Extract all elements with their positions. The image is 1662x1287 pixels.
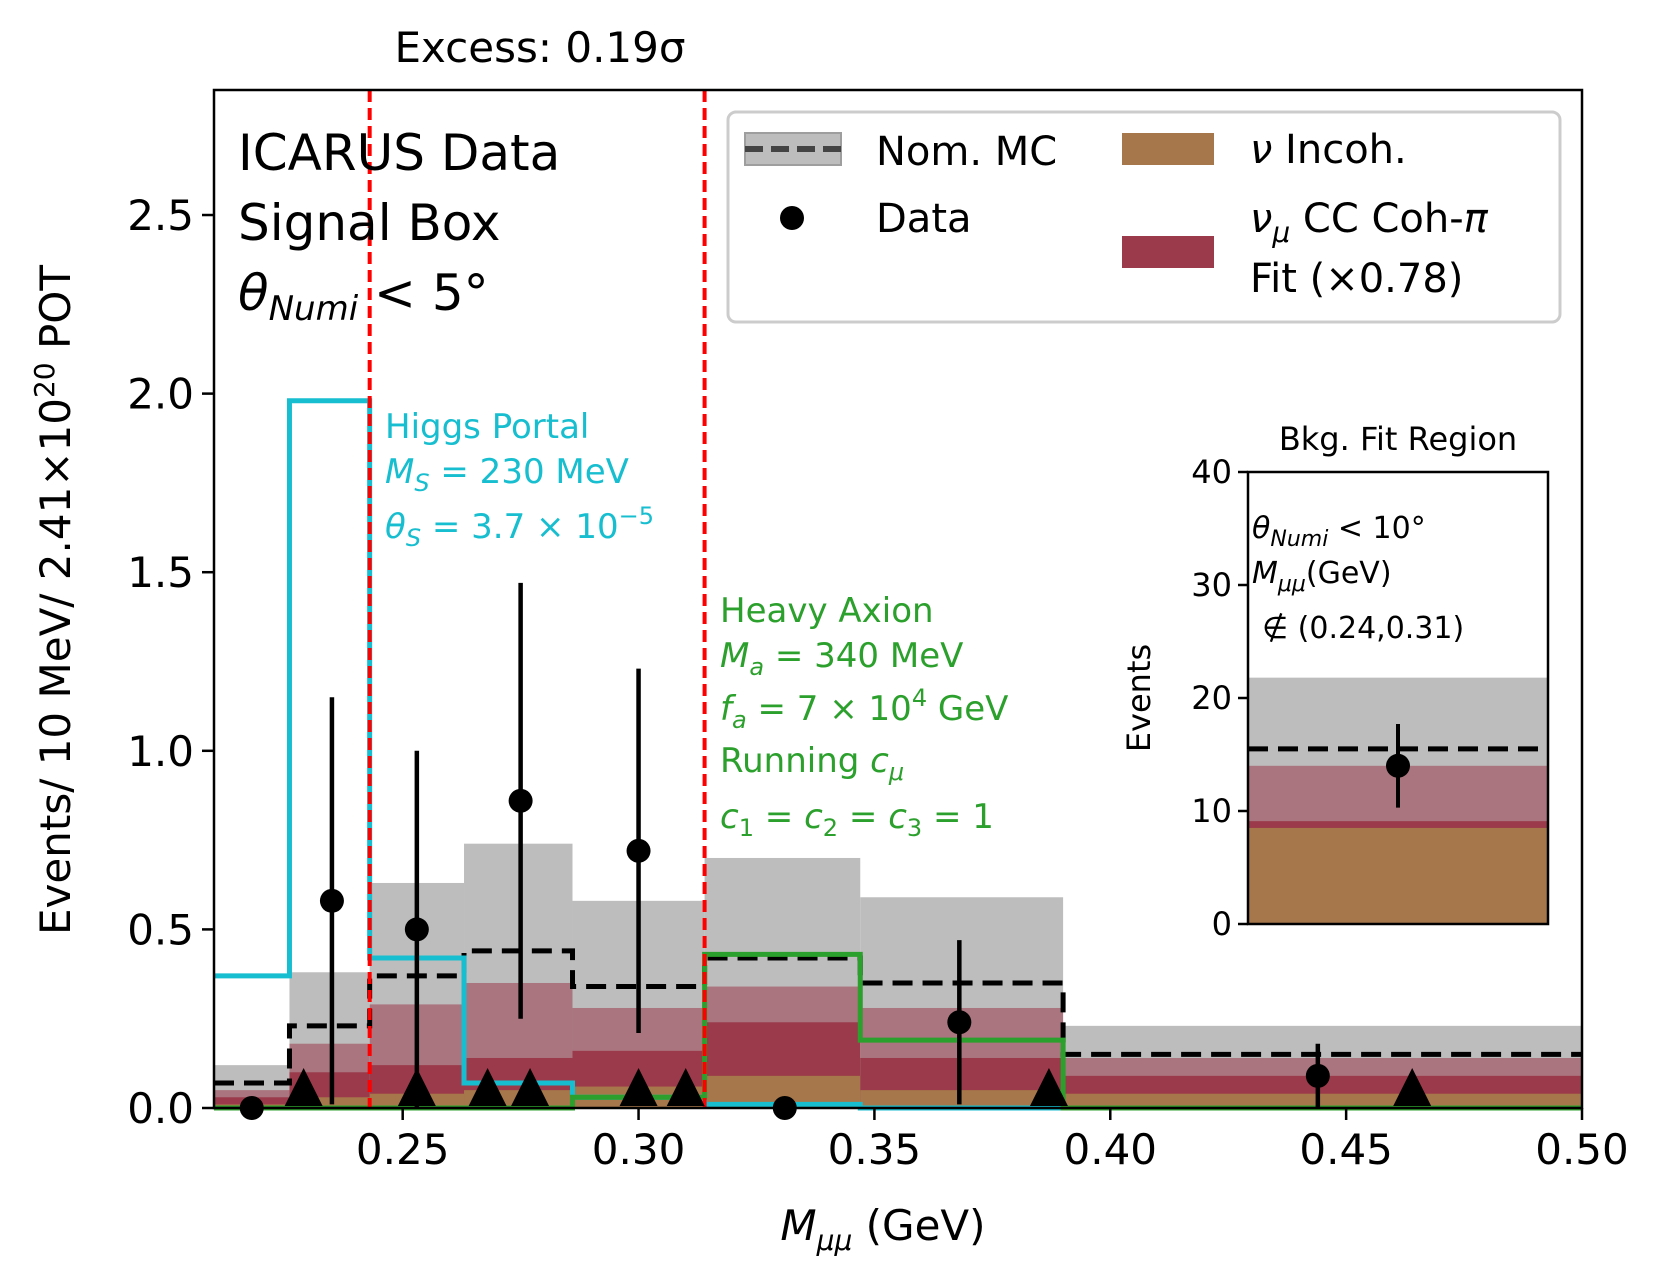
data-point bbox=[404, 917, 429, 942]
nom-mc-line bbox=[214, 948, 1582, 1086]
inset-mass: Mμμ(GeV) bbox=[1252, 556, 1392, 597]
legend-data: Data bbox=[876, 196, 972, 242]
inset-y-tick-label: 10 bbox=[1191, 792, 1232, 830]
x-tick-label: 0.40 bbox=[1064, 1125, 1158, 1174]
legend-frame bbox=[726, 110, 1562, 324]
axion-couplings: c1 = c2 = c3 = 1 bbox=[720, 797, 994, 842]
axion-running: Running cμ bbox=[720, 741, 904, 786]
inset-title: Bkg. Fit Region bbox=[1279, 420, 1517, 458]
plot-frame bbox=[212, 88, 1584, 1110]
x-tick-label: 0.35 bbox=[828, 1125, 922, 1174]
x-axis-label: Mμμ (GeV) bbox=[780, 1201, 985, 1257]
upper-limit-marker bbox=[619, 1068, 658, 1106]
legend: Nom. MC Data ν Incoh. νμ CC Coh-π Fit (×… bbox=[726, 110, 1562, 324]
axion-annotation: Heavy Axion Ma = 340 MeV fa = 7 × 104 Ge… bbox=[720, 591, 1008, 842]
signal-box-label: Signal Box bbox=[238, 194, 500, 252]
axion-title: Heavy Axion bbox=[720, 591, 934, 631]
higgs-theta: θS = 3.7 × 10−5 bbox=[385, 502, 654, 552]
legend-incoh-swatch bbox=[1122, 133, 1214, 165]
upper-limit-marker bbox=[284, 1068, 323, 1106]
upper-limit-marker bbox=[666, 1068, 705, 1106]
y-tick-label: 0.0 bbox=[127, 1084, 194, 1133]
legend-data-marker bbox=[780, 206, 804, 230]
inset-y-tick-label: 20 bbox=[1191, 679, 1232, 717]
inset-range: ∉ (0.24,0.31) bbox=[1262, 611, 1464, 646]
inset-incoh-bar bbox=[1248, 827, 1548, 924]
incoh-bar bbox=[860, 1090, 1064, 1108]
data-point bbox=[1305, 1063, 1330, 1088]
higgs-mass: MS = 230 MeV bbox=[385, 452, 629, 497]
upper-limit-marker bbox=[511, 1068, 550, 1106]
upper-limit-marker bbox=[468, 1068, 507, 1106]
inset-annotation: θNumi < 10° Mμμ(GeV) ∉ (0.24,0.31) bbox=[1252, 511, 1464, 646]
legend-cohpi-swatch bbox=[1122, 236, 1214, 268]
incoh-bar bbox=[289, 1097, 370, 1108]
upper-limit-marker bbox=[1393, 1068, 1432, 1106]
x-tick-label: 0.25 bbox=[356, 1125, 450, 1174]
data-point bbox=[947, 1010, 972, 1035]
y-tick-label: 0.5 bbox=[127, 905, 194, 954]
cut-label: θNumi < 5° bbox=[238, 264, 489, 329]
legend-cohpi-2: Fit (×0.78) bbox=[1250, 256, 1463, 302]
inset-y-label: Events bbox=[1120, 644, 1158, 752]
data-point bbox=[319, 888, 344, 913]
y-tick-label: 1.0 bbox=[127, 727, 194, 776]
y-tick-label: 2.5 bbox=[127, 191, 194, 240]
inset-cut: θNumi < 10° bbox=[1252, 511, 1426, 552]
legend-nom-mc: Nom. MC bbox=[876, 129, 1057, 175]
data-point bbox=[508, 788, 533, 813]
axion-fa: fa = 7 × 104 GeV bbox=[720, 684, 1008, 734]
legend-cohpi-1: νμ CC Coh-π bbox=[1250, 196, 1489, 249]
experiment-label: ICARUS Data bbox=[238, 124, 560, 182]
incoh-bar bbox=[1063, 1093, 1582, 1108]
x-tick-label: 0.50 bbox=[1535, 1125, 1629, 1174]
data-point bbox=[626, 838, 651, 863]
y-tick-label: 1.5 bbox=[127, 548, 194, 597]
x-tick-label: 0.45 bbox=[1299, 1125, 1393, 1174]
inset-y-tick-label: 0 bbox=[1212, 905, 1232, 943]
higgs-annotation: Higgs Portal MS = 230 MeV θS = 3.7 × 10−… bbox=[385, 407, 654, 552]
inset-data-point bbox=[1386, 753, 1410, 778]
legend-incoh: ν Incoh. bbox=[1250, 127, 1407, 173]
inset-y-tick-label: 30 bbox=[1191, 566, 1232, 604]
chart-title: Excess: 0.19σ bbox=[395, 23, 686, 72]
x-tick-label: 0.30 bbox=[592, 1125, 686, 1174]
inset-y-tick-label: 40 bbox=[1191, 453, 1232, 491]
upper-limit-marker bbox=[1029, 1068, 1068, 1106]
inset-plot: 0 10 20 30 40 bbox=[1191, 453, 1550, 943]
axion-mass: Ma = 340 MeV bbox=[720, 636, 963, 681]
higgs-title: Higgs Portal bbox=[385, 407, 589, 447]
y-tick-label: 2.0 bbox=[127, 370, 194, 419]
y-axis-label: Events/ 10 MeV/ 2.41×1020 POT bbox=[28, 265, 80, 935]
